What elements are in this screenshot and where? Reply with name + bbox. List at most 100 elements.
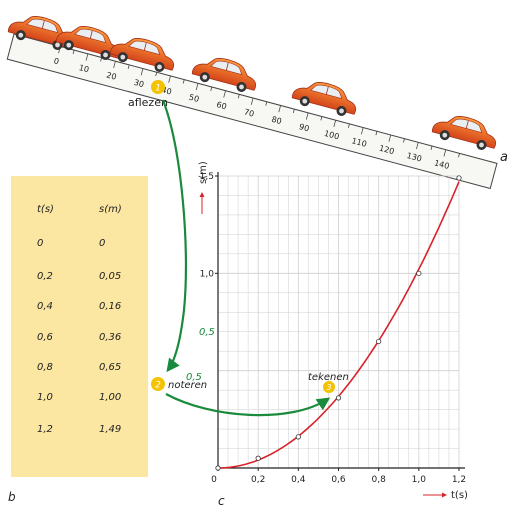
ruler-tick bbox=[237, 94, 240, 99]
data-point bbox=[335, 395, 342, 401]
ruler-tick bbox=[375, 131, 378, 136]
ruler-tick-label: 60 bbox=[215, 100, 227, 111]
table-header-s: s(m) bbox=[99, 204, 122, 215]
ruler-tick bbox=[155, 72, 158, 77]
ruler-tick-label: 130 bbox=[406, 151, 423, 164]
panel-letter-c: c bbox=[218, 494, 225, 508]
ruler-tick bbox=[85, 53, 89, 61]
x-tick-label: 0,8 bbox=[372, 475, 387, 485]
table-cell-s: 0 bbox=[99, 238, 106, 249]
ruler-tick-label: 0 bbox=[53, 56, 60, 66]
graph: 0 0,2 0,4 0,6 0,8 1,0 1,2 1,0 1,5 bbox=[200, 172, 466, 485]
pencil-y-tick: 0,5 bbox=[186, 372, 202, 383]
step-2-badge bbox=[151, 377, 165, 391]
ruler-tick-label: 100 bbox=[323, 129, 340, 142]
ruler-tick bbox=[278, 105, 281, 113]
ruler-tick-label: 30 bbox=[133, 78, 145, 89]
ruler-tick-label: 70 bbox=[243, 107, 255, 118]
data-point bbox=[376, 338, 382, 345]
x-tick-labels: 0 0,2 0,4 0,6 0,8 1,0 1,2 bbox=[211, 468, 466, 485]
ruler-tick bbox=[333, 120, 337, 128]
ruler-tick-label: 80 bbox=[270, 115, 282, 126]
ruler-tick bbox=[305, 112, 309, 120]
table-cell-t: 1,2 bbox=[37, 424, 53, 435]
ruler-tick bbox=[388, 134, 392, 142]
data-point bbox=[295, 434, 301, 440]
ruler-tick bbox=[100, 57, 103, 62]
y-tick-label: 1,5 bbox=[200, 172, 214, 182]
ruler-strip bbox=[6, 33, 498, 190]
ruler: 0 10 20 30 40 50 60 70 80 90 100 110 120 130 140 bbox=[6, 33, 498, 190]
x-tick-label: 0,6 bbox=[331, 475, 346, 485]
y-axis-label: s(m) bbox=[198, 161, 209, 184]
table-cell-t: 0,8 bbox=[37, 362, 53, 373]
car bbox=[55, 26, 121, 60]
table-cell-t: 0,2 bbox=[37, 271, 53, 282]
ruler-tick bbox=[210, 86, 213, 91]
ruler-tick-label: 50 bbox=[188, 93, 200, 104]
x-tick-label: 1,2 bbox=[452, 475, 466, 485]
table-cell-s: 0,36 bbox=[99, 332, 122, 343]
data-point bbox=[215, 465, 221, 471]
ruler-tick bbox=[182, 79, 185, 84]
ruler-tick bbox=[127, 64, 130, 69]
car bbox=[431, 116, 497, 150]
data-table: t(s) s(m) 0 0 0,2 0,05 0,4 0,16 0,6 0,36… bbox=[11, 176, 148, 477]
table-cell-t: 0,6 bbox=[37, 332, 53, 343]
step-3-badge bbox=[323, 381, 335, 393]
ruler-tick-label: 120 bbox=[378, 144, 395, 157]
car bbox=[7, 16, 73, 50]
ruler-tick-label: 10 bbox=[78, 63, 90, 74]
table-cell-t: 1,0 bbox=[37, 392, 53, 403]
ruler-tick bbox=[360, 127, 364, 135]
ruler-tick bbox=[320, 116, 323, 121]
ruler-tick bbox=[416, 142, 419, 150]
table-header-t: t(s) bbox=[37, 204, 54, 215]
y-tick-labels: 1,0 1,5 bbox=[200, 172, 218, 279]
x-tick-label: 0,2 bbox=[251, 475, 265, 485]
step-2-number: 2 bbox=[155, 381, 161, 391]
ruler-tick-label: 20 bbox=[105, 70, 117, 81]
table-cell-t: 0,4 bbox=[37, 301, 53, 312]
x-axis-label: t(s) bbox=[451, 490, 468, 501]
ruler-tick bbox=[430, 145, 433, 150]
table-cell-t: 0 bbox=[37, 238, 44, 249]
ruler-tick bbox=[292, 109, 295, 114]
ruler-tick bbox=[72, 50, 75, 55]
data-point bbox=[456, 175, 462, 181]
step-3-number: 3 bbox=[326, 383, 331, 392]
ruler-tick-label: 140 bbox=[433, 158, 450, 171]
car bbox=[109, 38, 175, 72]
panel-letter-a: a bbox=[500, 150, 508, 165]
table-cell-s: 1,00 bbox=[99, 392, 122, 403]
car bbox=[291, 82, 357, 116]
cars bbox=[7, 16, 497, 150]
table-cell-s: 0,05 bbox=[99, 271, 122, 282]
ruler-tick bbox=[403, 138, 405, 143]
x-tick-label: 0 bbox=[211, 475, 217, 485]
ruler-tick bbox=[347, 123, 350, 128]
ruler-tick bbox=[265, 101, 268, 106]
data-point bbox=[255, 455, 261, 461]
pencil-y-tick: 0,5 bbox=[199, 327, 215, 338]
ruler-tick bbox=[443, 149, 447, 157]
ruler-tick-label: 40 bbox=[160, 85, 172, 96]
ruler-tick bbox=[168, 75, 171, 83]
table-cell-s: 1,49 bbox=[99, 424, 122, 435]
ruler-tick bbox=[113, 61, 116, 69]
y-tick-label: 1,0 bbox=[200, 269, 215, 279]
step-1-badge bbox=[151, 80, 165, 94]
graph-axes bbox=[217, 172, 465, 469]
ruler-tick bbox=[250, 97, 254, 105]
read-to-note-arrow bbox=[161, 99, 188, 373]
ruler-tick bbox=[458, 153, 460, 158]
step-read-label: aflezen bbox=[128, 96, 168, 109]
step-1-number: 1 bbox=[155, 84, 161, 94]
table-cell-s: 0,65 bbox=[99, 362, 122, 373]
panel-letter-b: b bbox=[8, 490, 16, 504]
note-to-draw-arrow bbox=[165, 393, 331, 417]
x-tick-label: 1,0 bbox=[412, 475, 427, 485]
data-points bbox=[215, 175, 462, 471]
